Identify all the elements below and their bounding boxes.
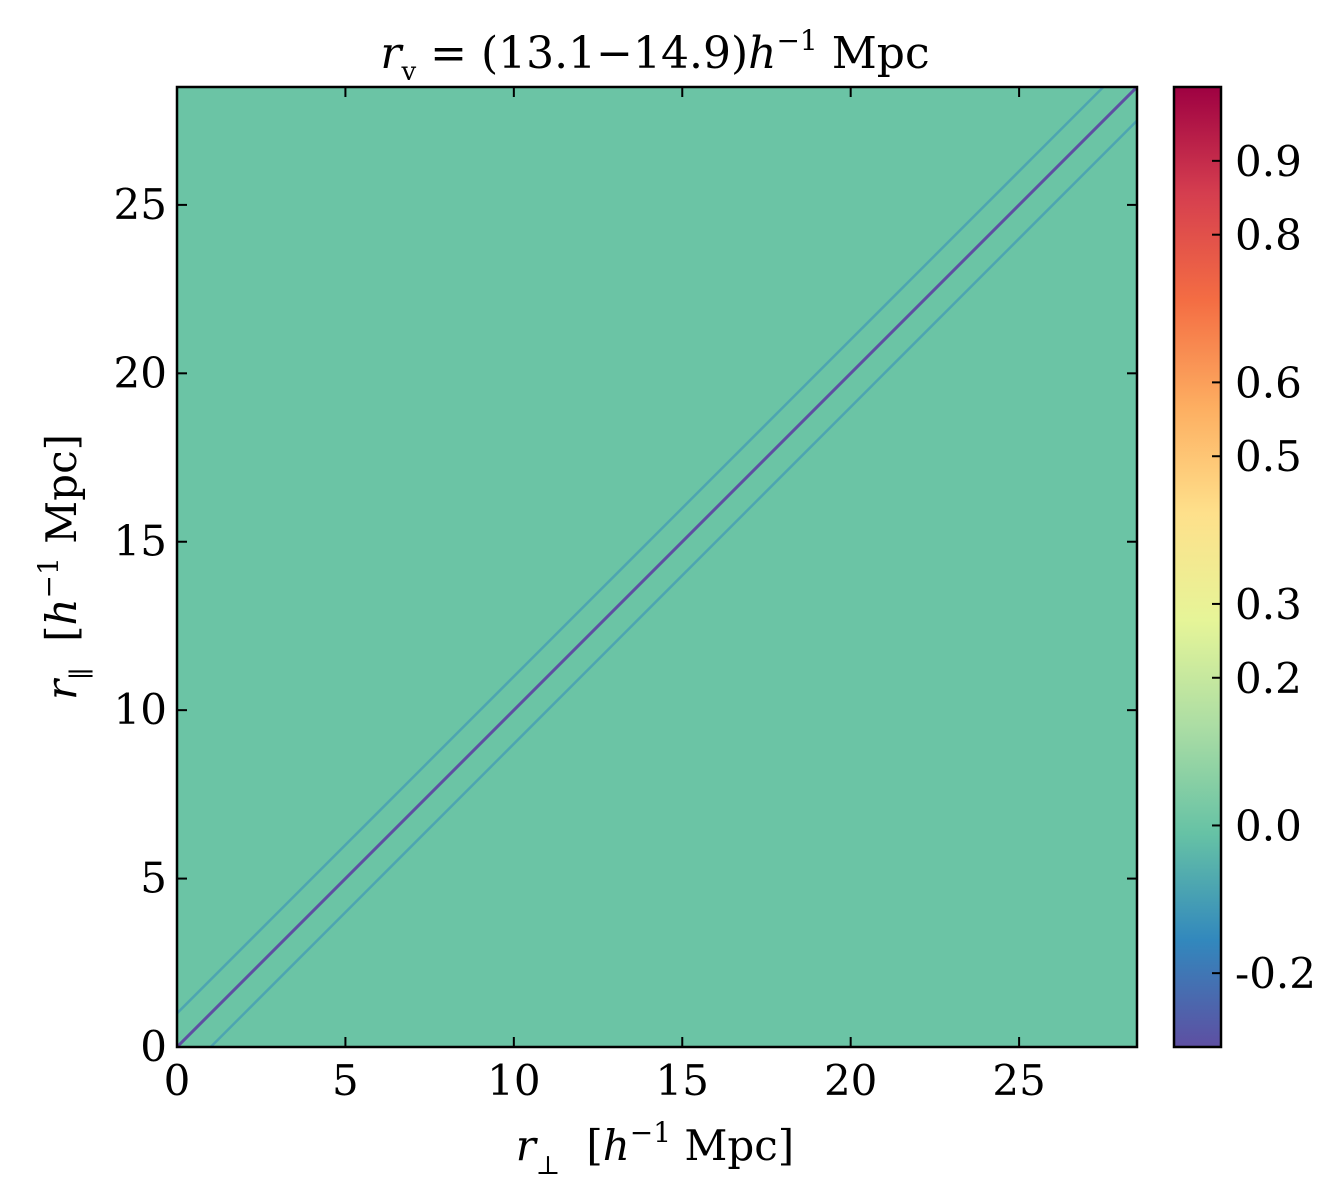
colorbar-gradient [1174,87,1221,1047]
y-tick-label: 15 [114,517,167,566]
colorbar-ticks: -0.2 0.0 0.2 0.3 0.5 0.6 0.8 0.9 [1212,137,1316,998]
colorbar-tick-label: 0.2 [1235,654,1302,703]
colorbar-tick-label: 0.6 [1235,358,1302,407]
diagonal-lines [177,87,1137,1047]
colorbar-tick-label: 0.3 [1235,580,1302,629]
colorbar: -0.2 0.0 0.2 0.3 0.5 0.6 0.8 0.9 [1172,85,1316,1049]
colorbar-tick-label: 0.5 [1235,432,1302,481]
colorbar-tick-label: 0.9 [1235,137,1302,186]
plot-frame [175,85,1139,1049]
y-tick-label: 10 [114,685,167,734]
x-tick-label: 15 [656,1056,709,1105]
x-tick-label: 0 [164,1056,191,1105]
heatmap-plot-area [177,87,1137,1047]
x-tick-label: 25 [992,1056,1045,1105]
y-tick-label: 0 [140,1022,167,1071]
colorbar-frame [1172,85,1223,1049]
chart-title: rv = (13.1−14.9)h−1 Mpc [380,24,929,87]
diagonal-main-line [177,87,1137,1047]
x-tick-label: 5 [332,1056,359,1105]
x-tick-label: 10 [487,1056,540,1105]
colorbar-tick-label: -0.2 [1235,949,1316,998]
y-axis-label: r∥[h−1 Mpc] [32,434,97,700]
diagonal-offset-line-0 [177,87,1106,1015]
y-tick-label: 20 [114,348,167,397]
colorbar-tick-label: 0.8 [1235,211,1302,260]
colorbar-tick-label: 0.0 [1235,801,1302,850]
y-tick-label: 25 [114,180,167,229]
x-axis-label: r⊥ [h−1 Mpc] [516,1116,794,1181]
diagonal-offset-line-1 [208,119,1137,1047]
x-axis-ticks: 0 5 10 15 20 25 [164,87,1046,1105]
y-tick-label: 5 [140,854,167,903]
x-tick-label: 20 [824,1056,877,1105]
y-axis-ticks: 0 5 10 15 20 25 [114,180,1137,1071]
